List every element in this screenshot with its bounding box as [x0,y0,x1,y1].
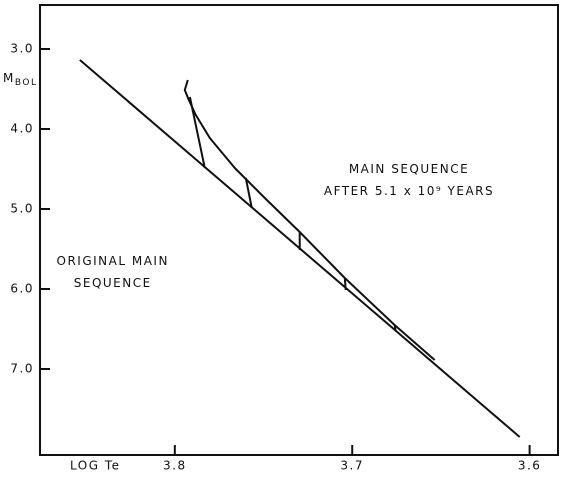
y-label-sub: BOL [15,78,38,88]
annotation-line: ORIGINAL MAIN [57,254,169,268]
sequence-line [188,96,397,332]
x-axis-label: LOG Te [70,459,121,473]
x-tick-label: 3.6 [518,459,542,473]
x-tick-label: 3.8 [163,459,187,473]
plot-frame [39,4,559,456]
sequence-line [183,79,436,361]
y-tick-label: 7.0 [10,362,34,376]
annotation-line: AFTER 5.1 x 10⁹ YEARS [324,184,494,198]
annotation-line: MAIN SEQUENCE [349,162,469,176]
annotation-line: SEQUENCE [74,276,152,290]
annotation: MAIN SEQUENCE AFTER 5.1 x 10⁹ YEARS [324,162,494,198]
y-tick-label: 4.0 [10,122,34,136]
y-tick-label: 5.0 [10,202,34,216]
y-tick-label: 6.0 [10,282,34,296]
x-tick-label: 3.7 [340,459,364,473]
annotation: ORIGINAL MAIN SEQUENCE [57,254,169,290]
y-tick-label: 3.0 [10,42,34,56]
y-axis-label: MBOL [3,71,37,88]
y-label-main: M [3,71,15,85]
